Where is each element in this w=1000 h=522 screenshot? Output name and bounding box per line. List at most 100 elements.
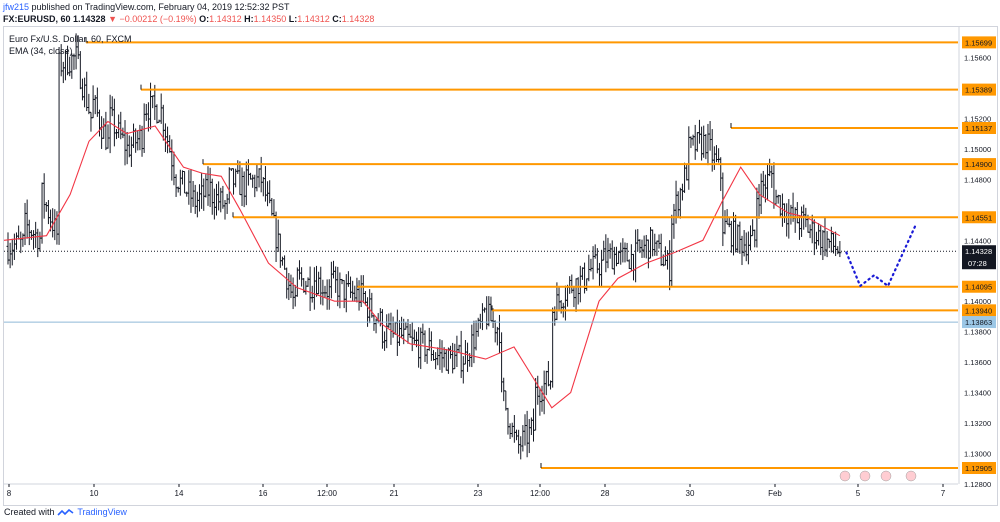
candle	[408, 323, 412, 338]
candle	[536, 375, 540, 405]
candle	[155, 104, 159, 124]
candle	[751, 219, 755, 237]
candle	[523, 414, 527, 446]
candle	[280, 256, 284, 266]
candle	[568, 276, 572, 294]
candle	[255, 164, 259, 192]
y-tick-label: 1.14000	[964, 297, 991, 306]
level-price-tag	[962, 158, 996, 171]
x-tick-label: Feb	[768, 489, 782, 498]
candle	[242, 171, 246, 208]
candle	[172, 151, 176, 186]
candle	[508, 423, 512, 440]
candle	[83, 77, 87, 108]
candle	[685, 164, 689, 181]
candle	[263, 166, 267, 202]
candle	[453, 343, 457, 370]
candle	[646, 239, 650, 269]
candle	[559, 300, 563, 314]
candle	[687, 126, 691, 190]
candle	[240, 167, 244, 207]
candle	[91, 85, 95, 119]
y-tick-label: 1.13000	[964, 450, 991, 459]
legend-indicator[interactable]: EMA (34, close)	[9, 46, 73, 56]
candle	[163, 123, 167, 153]
publish-header: jfw215 published on TradingView.com, Feb…	[3, 2, 290, 12]
x-tick-label: 8	[7, 489, 12, 498]
y-tick-label: 1.15600	[964, 53, 991, 62]
down-arrow-icon: ▼	[108, 14, 118, 24]
tradingview-logo-icon	[57, 508, 75, 517]
candle	[834, 231, 838, 257]
candle	[772, 162, 776, 209]
candle	[310, 285, 314, 303]
candle	[604, 234, 608, 273]
symbol-ticker[interactable]: FX:EURUSD, 60	[3, 14, 71, 24]
y-tick-label: 1.13200	[964, 419, 991, 428]
candle	[506, 407, 510, 435]
candle	[668, 240, 672, 291]
candle	[10, 238, 14, 266]
candle	[746, 231, 750, 265]
candle	[183, 171, 187, 194]
candle	[444, 348, 448, 371]
level-price-tag	[962, 211, 996, 224]
level-price-tag	[962, 304, 996, 317]
candle	[519, 436, 523, 460]
candle	[619, 242, 623, 265]
candle	[61, 61, 65, 84]
candle	[700, 126, 704, 161]
candle	[174, 174, 178, 197]
y-tick-label: 1.13600	[964, 358, 991, 367]
candle	[346, 271, 350, 287]
candle	[672, 203, 676, 239]
footer-brand[interactable]: TradingView	[77, 507, 127, 517]
countdown-label: 07:28	[968, 259, 987, 268]
candle	[666, 250, 670, 270]
candle	[653, 233, 657, 256]
y-tick-label: 1.13400	[964, 389, 991, 398]
candle	[289, 274, 293, 299]
candle	[8, 242, 12, 269]
candle	[87, 93, 91, 115]
candle	[578, 265, 582, 303]
candle	[419, 327, 423, 370]
candle	[693, 124, 697, 160]
candle	[532, 408, 536, 442]
candle	[742, 229, 746, 257]
candle	[787, 198, 791, 239]
candle	[434, 352, 438, 370]
candle	[580, 267, 584, 280]
footer-prefix: Created with	[4, 507, 55, 517]
candle	[534, 378, 538, 431]
candle	[793, 207, 797, 233]
candle	[734, 214, 738, 253]
candle	[800, 206, 804, 237]
blue-price-tag	[962, 316, 996, 329]
candle	[436, 347, 440, 366]
candle	[785, 203, 789, 237]
candle	[336, 266, 340, 307]
candle	[632, 253, 635, 281]
candle	[553, 306, 557, 326]
candle	[810, 214, 814, 244]
candle	[12, 233, 16, 260]
candle	[783, 203, 787, 223]
candle	[359, 275, 363, 308]
candle	[304, 280, 308, 295]
candle	[100, 116, 104, 149]
author-link[interactable]: jfw215	[3, 2, 30, 12]
candle	[425, 348, 429, 364]
candle	[140, 125, 144, 157]
candle	[110, 96, 114, 117]
candle	[380, 309, 384, 349]
candle	[176, 186, 180, 193]
candle	[706, 123, 710, 166]
candle	[236, 160, 240, 174]
candle	[727, 218, 731, 228]
candle	[144, 103, 148, 121]
blue-price-label: 1.13863	[965, 318, 992, 327]
y-tick-label: 1.15200	[964, 114, 991, 123]
candle	[166, 126, 170, 154]
